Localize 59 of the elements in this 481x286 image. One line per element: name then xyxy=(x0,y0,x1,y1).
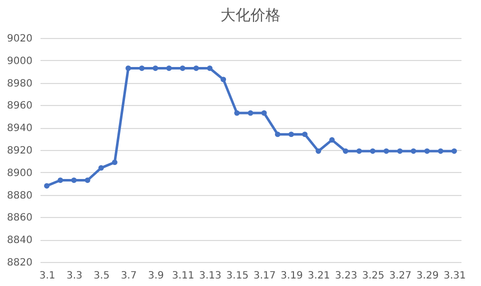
point xyxy=(397,148,403,154)
point xyxy=(342,148,348,154)
y-tick-label: 9000 xyxy=(7,56,32,67)
x-tick-label: 3.27 xyxy=(389,270,412,282)
point xyxy=(98,165,104,171)
point xyxy=(126,66,132,71)
point xyxy=(180,66,186,71)
point xyxy=(384,148,390,154)
x-tick-label: 3.1 xyxy=(39,270,56,282)
x-tick-label: 3.15 xyxy=(226,270,249,282)
point xyxy=(58,178,64,183)
x-tick-label: 3.25 xyxy=(362,270,384,282)
point xyxy=(220,76,226,82)
x-tick-label: 3.7 xyxy=(120,270,137,282)
point xyxy=(302,132,308,138)
x-tick-label: 3.23 xyxy=(334,270,358,282)
y-tick-label: 8920 xyxy=(7,146,32,156)
point xyxy=(261,110,267,116)
point xyxy=(112,160,118,166)
y-tick-label: 8900 xyxy=(7,168,32,179)
point xyxy=(370,148,376,154)
x-tick-label: 3.17 xyxy=(253,270,276,282)
point xyxy=(193,66,199,71)
point xyxy=(274,132,280,138)
x-tick-label: 3.31 xyxy=(444,270,466,282)
point xyxy=(410,148,416,154)
point xyxy=(166,66,172,71)
chart-title: 大化价格 xyxy=(220,6,280,24)
point xyxy=(139,66,145,71)
y-tick-label: 8880 xyxy=(7,190,32,202)
point xyxy=(316,148,322,154)
x-tick-label: 3.13 xyxy=(199,270,222,282)
point xyxy=(248,110,254,116)
point xyxy=(234,110,240,116)
point xyxy=(84,178,90,183)
point xyxy=(329,137,335,143)
point xyxy=(451,148,457,154)
point xyxy=(288,132,294,138)
x-tick-label: 3.19 xyxy=(280,270,303,282)
x-tick-label: 3.9 xyxy=(148,270,164,282)
point xyxy=(207,66,212,71)
x-tick-label: 3.21 xyxy=(308,270,330,282)
x-tick-label: 3.5 xyxy=(94,270,110,282)
point xyxy=(424,148,430,154)
point xyxy=(152,66,158,71)
y-tick-label: 8860 xyxy=(7,212,32,224)
y-tick-label: 8980 xyxy=(7,78,32,90)
x-tick-label: 3.3 xyxy=(66,270,82,282)
point xyxy=(438,148,444,154)
y-tick-label: 8820 xyxy=(7,258,32,268)
x-tick-label: 3.11 xyxy=(172,270,194,282)
y-tick-label: 8940 xyxy=(7,123,32,134)
point xyxy=(71,178,77,183)
x-tick-label: 3.29 xyxy=(416,270,439,282)
y-tick-label: 8960 xyxy=(7,100,32,112)
y-tick-label: 9020 xyxy=(7,34,32,44)
y-tick-label: 8840 xyxy=(7,235,32,246)
point xyxy=(356,148,362,154)
point xyxy=(44,183,50,189)
